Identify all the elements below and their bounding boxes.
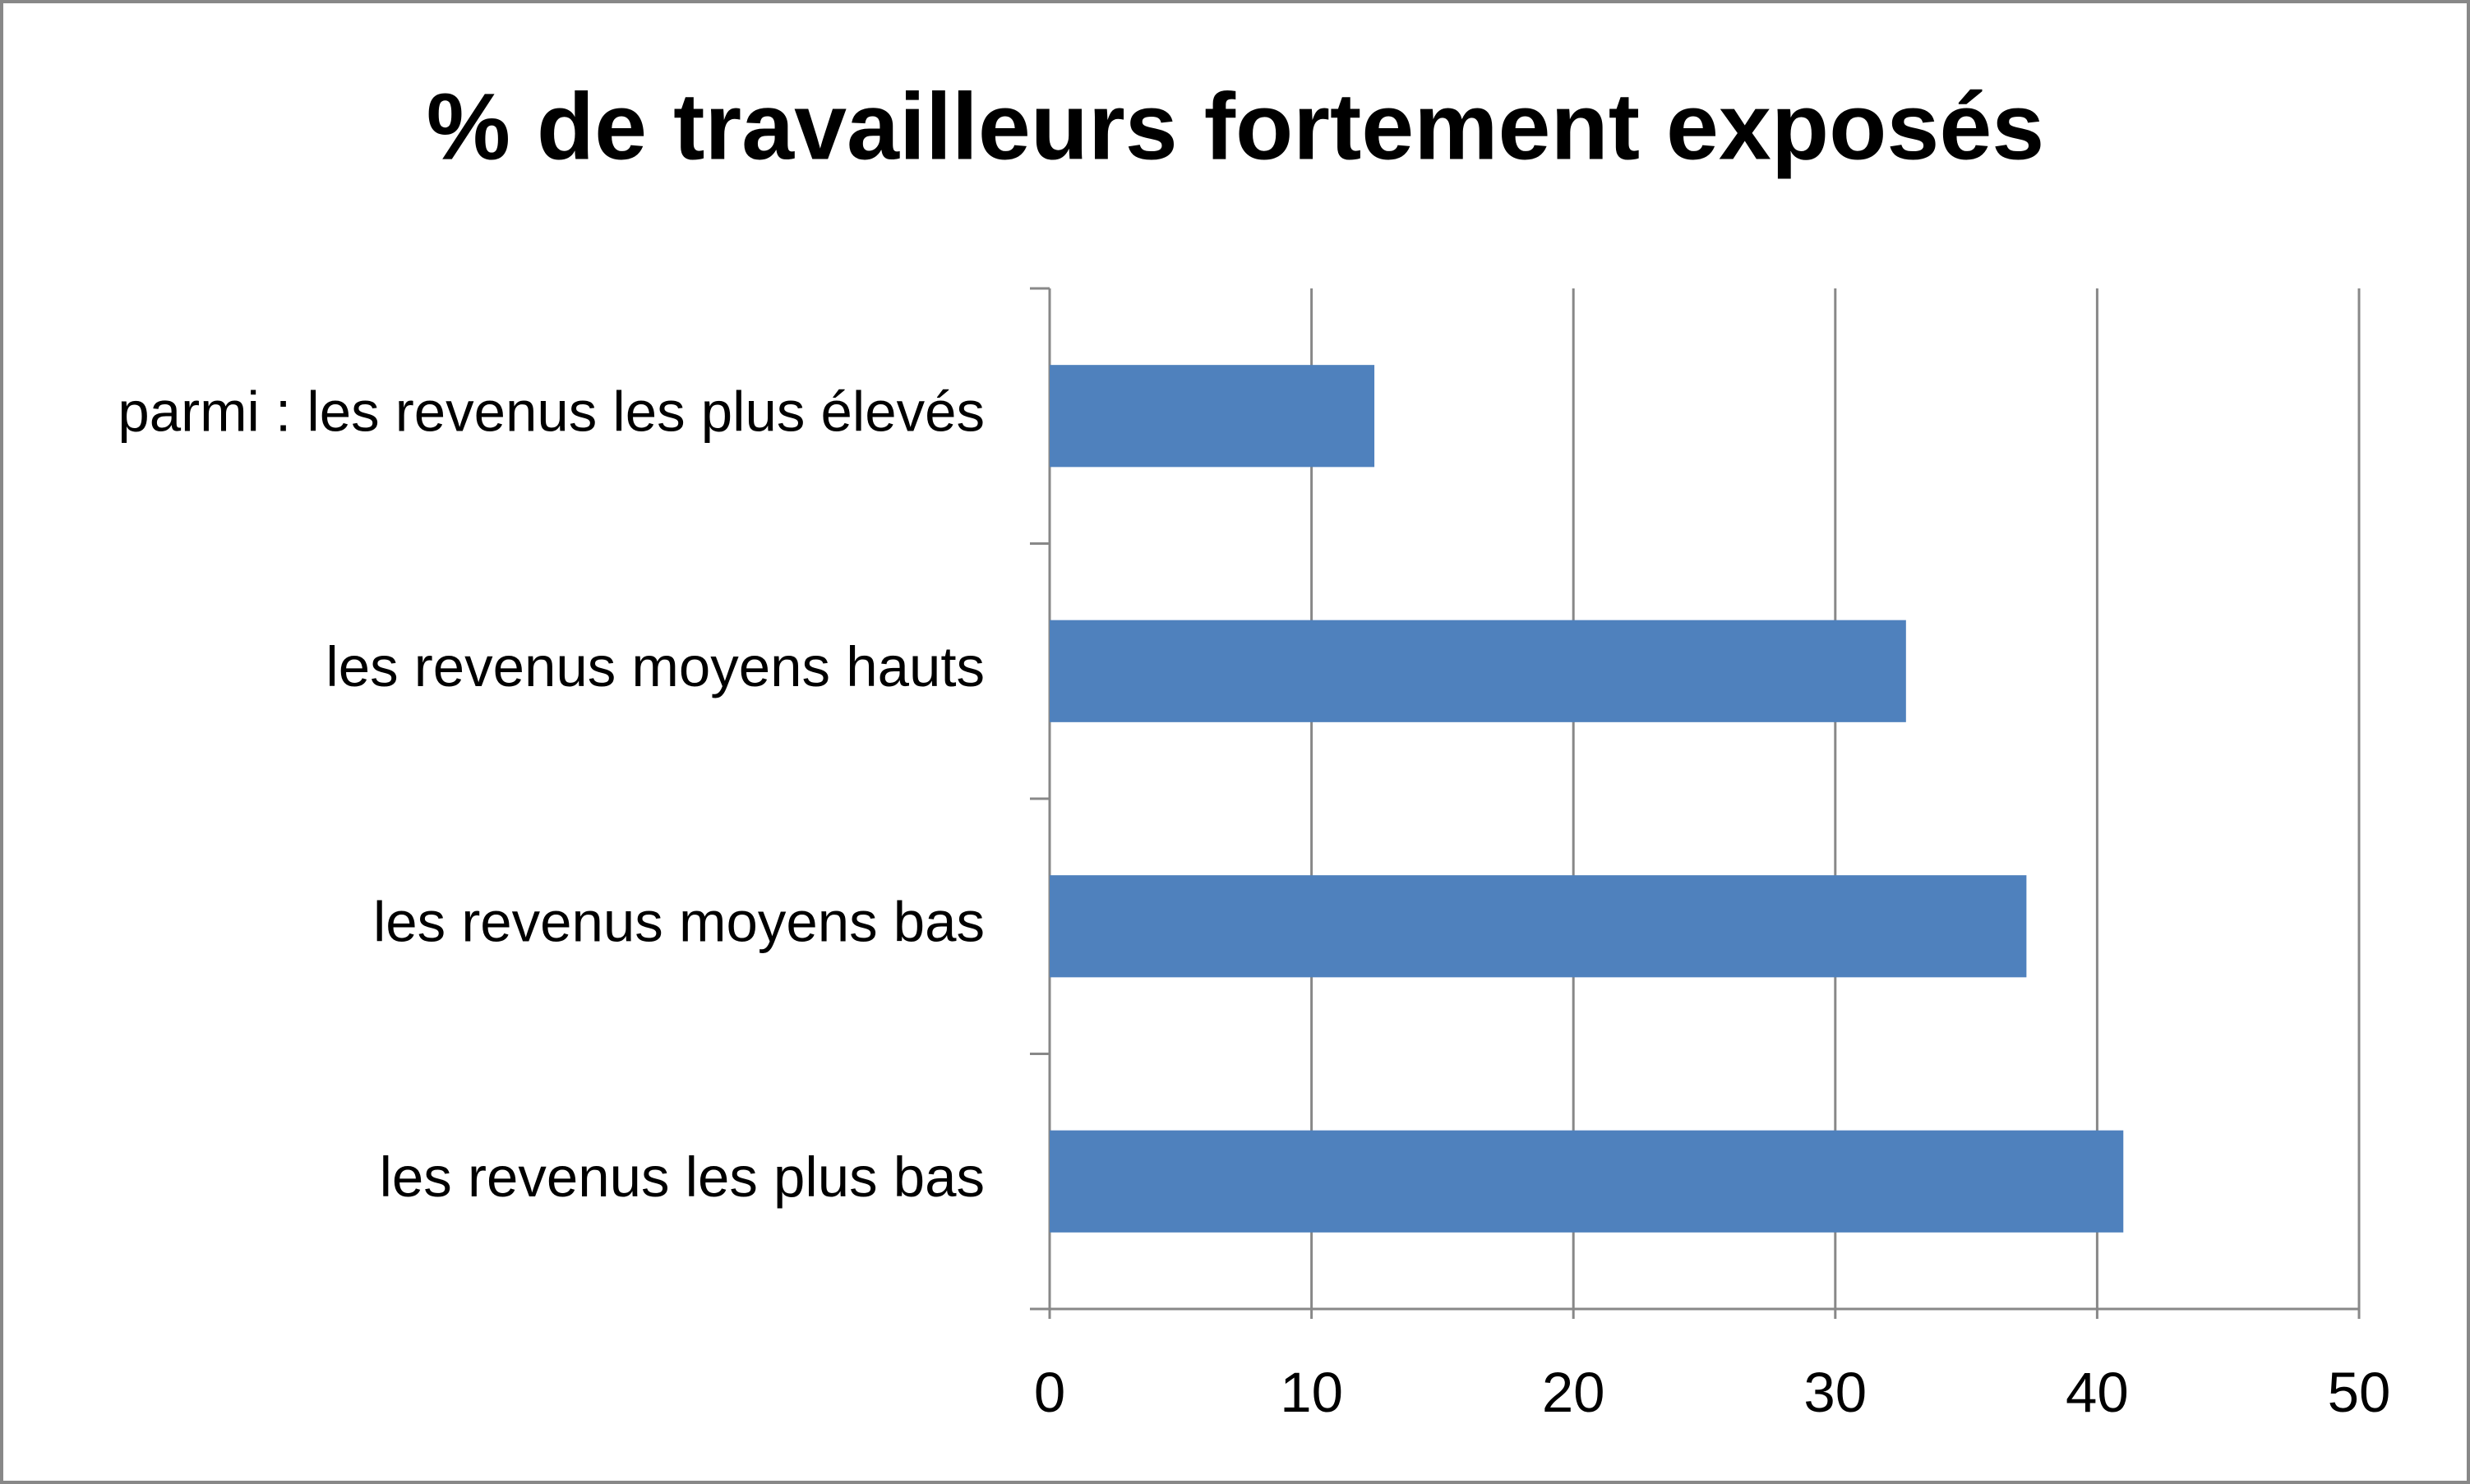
- x-tick-label: 20: [1542, 1361, 1605, 1424]
- x-tick-label: 40: [2066, 1361, 2129, 1424]
- x-tick-label: 10: [1280, 1361, 1343, 1424]
- x-tick-label: 0: [1034, 1361, 1065, 1424]
- bar: [1050, 365, 1375, 468]
- y-tick-label: les revenus moyens hauts: [325, 635, 985, 698]
- bar: [1050, 875, 2027, 978]
- y-tick-label: parmi : les revenus les plus élevés: [118, 380, 985, 443]
- chart-title: % de travailleurs fortement exposés: [427, 74, 2045, 179]
- y-tick-label: les revenus moyens bas: [373, 890, 985, 953]
- bar: [1050, 620, 1906, 722]
- y-tick-label: les revenus les plus bas: [380, 1145, 985, 1209]
- bar: [1050, 1130, 2124, 1233]
- x-tick-label: 30: [1803, 1361, 1867, 1424]
- x-tick-label: 50: [2328, 1361, 2391, 1424]
